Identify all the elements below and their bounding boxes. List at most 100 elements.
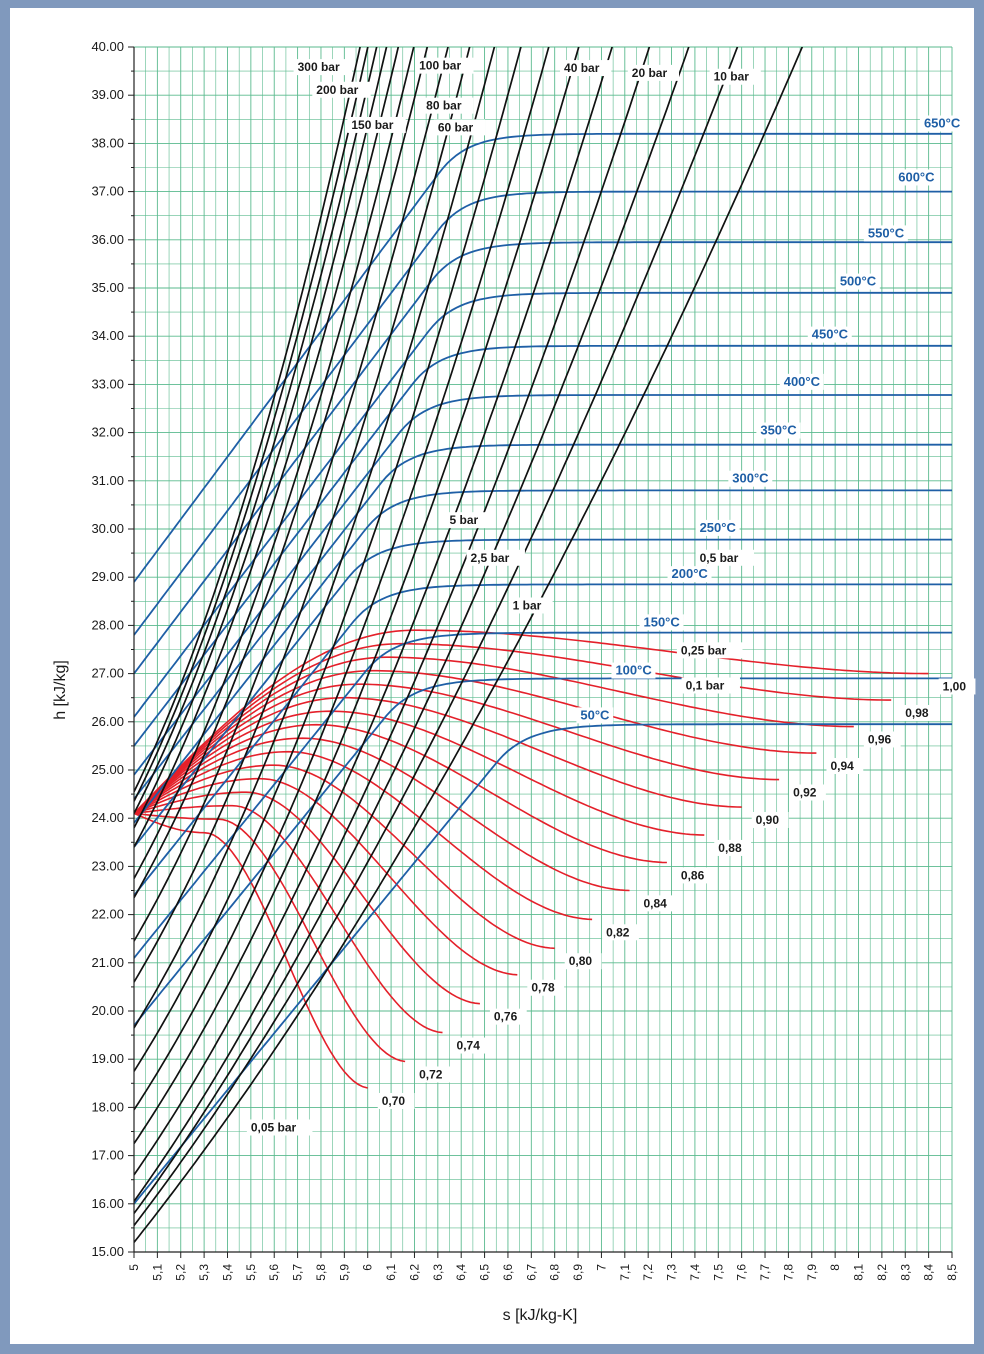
x-tick-label: 6,4 xyxy=(454,1264,468,1281)
quality-label-bg xyxy=(789,784,826,801)
x-tick-label: 6 xyxy=(361,1264,375,1271)
grid xyxy=(133,46,953,1253)
isobar-line xyxy=(134,47,739,1227)
quality-label-bg xyxy=(489,1008,527,1025)
y-tick-label: 28.00 xyxy=(91,617,124,632)
x-tick-label: 5,2 xyxy=(174,1264,188,1281)
isotherm-line xyxy=(134,241,952,675)
x-tick-label: 8,1 xyxy=(852,1264,866,1281)
isobar-label-bg xyxy=(422,97,474,114)
quality-label: 0,80 xyxy=(569,954,593,968)
y-tick-label: 33.00 xyxy=(91,376,124,391)
isobar-label: 0,5 bar xyxy=(700,551,739,565)
x-tick-label: 6,6 xyxy=(501,1264,515,1281)
isobar-label: 40 bar xyxy=(564,61,600,75)
x-tick-label: 7,4 xyxy=(688,1264,702,1281)
x-tick-label: 8,5 xyxy=(945,1264,959,1281)
isotherm-label: 500°C xyxy=(840,274,877,289)
x-tick-label: 7 xyxy=(594,1264,608,1271)
isotherm-line xyxy=(134,631,952,959)
x-tick-label: 7,8 xyxy=(781,1264,795,1281)
isotherm-label-bg xyxy=(863,225,908,242)
isotherm-label: 600°C xyxy=(898,169,935,184)
frame-right-border xyxy=(974,0,984,1354)
axes: 15.00 16.00 17.00 18.00 19.00 20.00 21.00 22.00… xyxy=(91,39,959,1281)
isobar-line xyxy=(134,47,550,1111)
curve-labels: 300 bar 200 bar 150 bar 100 bar 80 bar 60 bar… xyxy=(246,57,976,1136)
isobar-label-bg xyxy=(560,60,612,77)
isobar-label-bg xyxy=(466,549,525,566)
isobar-line xyxy=(134,47,690,1214)
quality-line xyxy=(134,656,854,814)
isobar-line xyxy=(134,47,580,1144)
isobar-label: 80 bar xyxy=(426,99,462,113)
y-tick-label: 38.00 xyxy=(91,135,124,150)
isobar-line xyxy=(134,47,378,814)
isotherm-line xyxy=(134,583,952,896)
frame-bottom-border xyxy=(0,1344,984,1354)
quality-line xyxy=(134,804,443,1034)
x-tick-label: 7,1 xyxy=(618,1264,632,1281)
quality-line xyxy=(134,750,593,921)
isotherm-label: 350°C xyxy=(760,423,797,438)
isotherm-label-bg xyxy=(779,373,824,390)
quality-label-bg xyxy=(714,839,752,856)
y-tick-label: 20.00 xyxy=(91,1003,124,1018)
quality-label: 0,98 xyxy=(905,706,929,720)
x-tick-label: 6,7 xyxy=(524,1264,538,1281)
quality-label: 0,88 xyxy=(718,841,742,855)
quality-line xyxy=(134,791,480,1005)
isotherms xyxy=(134,132,952,1205)
quality-label-bg xyxy=(751,811,789,828)
y-tick-label: 40.00 xyxy=(91,39,124,54)
isotherm-label: 450°C xyxy=(812,327,849,342)
x-tick-label: 6,3 xyxy=(431,1264,445,1281)
isotherm-label: 300°C xyxy=(732,471,769,486)
isotherm-label-bg xyxy=(756,422,801,439)
quality-label-bg xyxy=(377,1092,415,1109)
isobars xyxy=(134,47,804,1243)
isobar-label-bg xyxy=(445,512,490,529)
isobar-label: 1 bar xyxy=(513,598,542,612)
isobar-label-bg xyxy=(347,116,406,133)
isobar-label: 60 bar xyxy=(438,120,474,134)
isotherm-line xyxy=(134,443,952,800)
y-tick-label: 25.00 xyxy=(91,762,124,777)
isobar-label-bg xyxy=(293,59,352,76)
isobar-line xyxy=(134,47,651,1202)
isobar-label-bg xyxy=(681,677,740,694)
isotherm-label-bg xyxy=(611,662,656,679)
isobar-line xyxy=(134,47,471,983)
quality-label-bg xyxy=(415,1066,452,1083)
quality-label-bg xyxy=(564,953,602,970)
quality-label-bg xyxy=(527,979,565,996)
x-tick-label: 8,4 xyxy=(922,1264,936,1281)
isotherm-label-bg xyxy=(695,519,740,536)
isotherm-line xyxy=(134,344,952,747)
quality-line xyxy=(134,812,406,1063)
quality-label: 0,86 xyxy=(681,868,705,882)
y-tick-label: 17.00 xyxy=(91,1148,124,1163)
isotherm-line xyxy=(134,677,952,1027)
isobar-line xyxy=(134,47,388,829)
y-tick-label: 37.00 xyxy=(91,184,124,199)
x-tick-label: 5,7 xyxy=(291,1264,305,1281)
quality-line xyxy=(134,737,630,892)
isotherm-label-bg xyxy=(807,326,852,343)
quality-line xyxy=(134,683,780,814)
x-tick-label: 5,4 xyxy=(220,1264,234,1281)
isobar-label: 0,1 bar xyxy=(686,679,725,693)
x-tick-label: 6,5 xyxy=(478,1264,492,1281)
isobar-line xyxy=(134,47,804,1243)
quality-label: 0,94 xyxy=(830,759,854,773)
quality-label-bg xyxy=(639,895,677,912)
quality-label-bg xyxy=(901,704,939,721)
quality-line xyxy=(134,629,929,814)
quality-label: 0,84 xyxy=(643,896,667,910)
isobar-label: 2,5 bar xyxy=(471,551,510,565)
quality-label: 1,00 xyxy=(943,679,967,693)
isotherm-label: 100°C xyxy=(615,663,652,678)
y-tick-label: 34.00 xyxy=(91,328,124,343)
quality-lines xyxy=(134,629,929,1089)
x-tick-label: 6,8 xyxy=(548,1264,562,1281)
